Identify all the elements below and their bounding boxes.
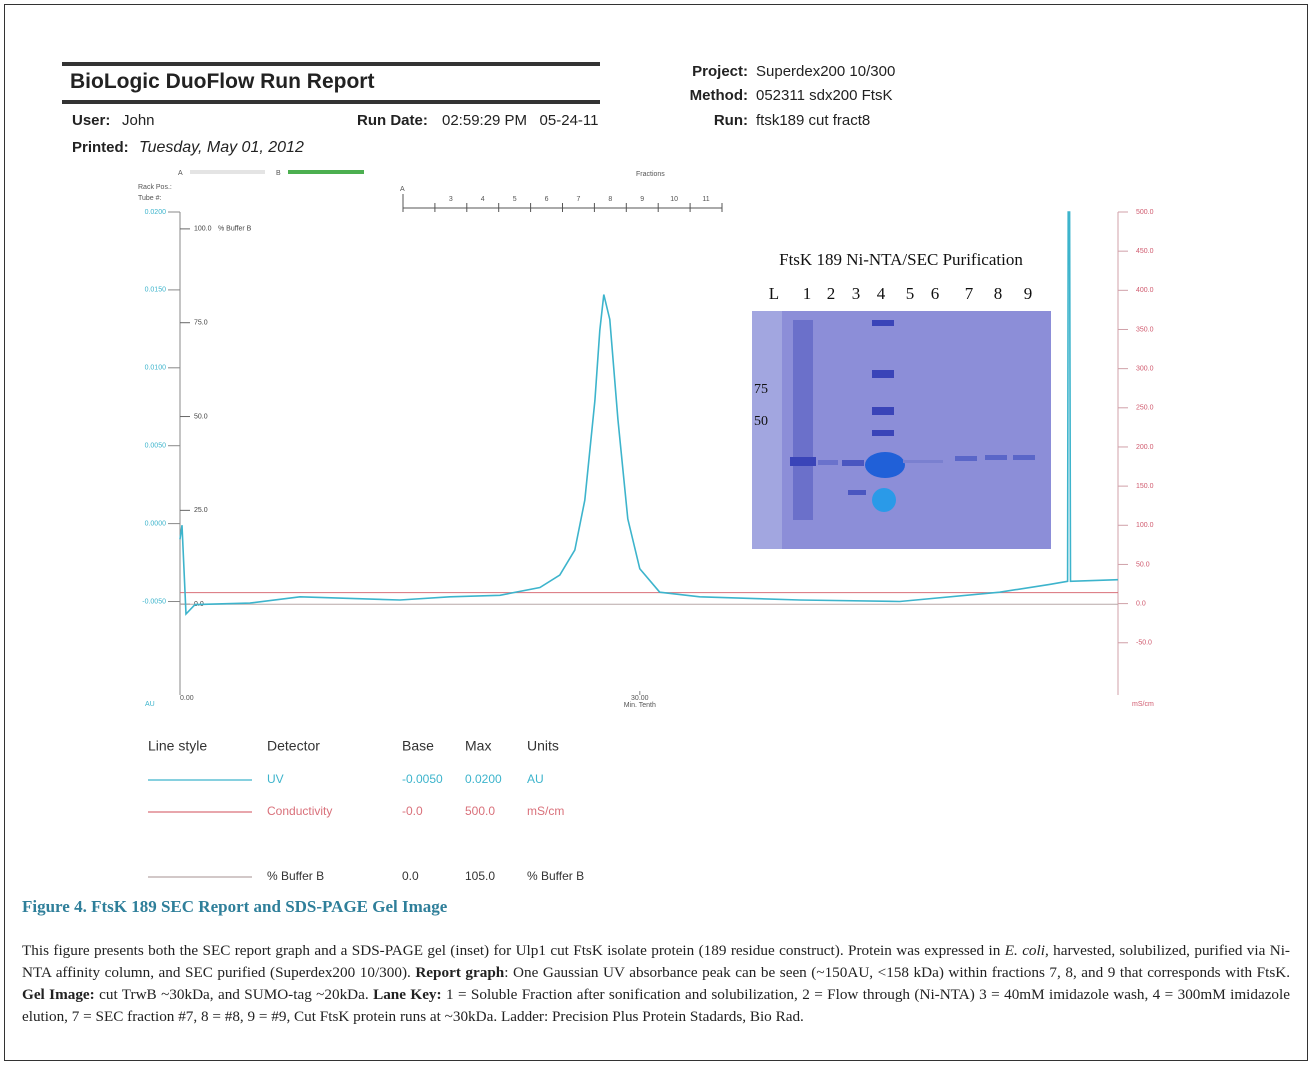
y-tick-label: 0.0000 (145, 520, 167, 527)
table-cell: 500.0 (465, 804, 495, 818)
caption-text: E. coli (1005, 942, 1045, 959)
y3-label: % Buffer B (218, 226, 252, 233)
fraction-label: 3 (449, 196, 453, 203)
gel-title: FtsK 189 Ni-NTA/SEC Purification (779, 250, 1023, 269)
x-tick-label: 0.00 (180, 695, 194, 702)
table-cell: 105.0 (465, 869, 495, 883)
fraction-label: 5 (513, 196, 517, 203)
y-tick-label: 0.0100 (145, 365, 167, 372)
gel-lane: 6 (931, 284, 940, 303)
caption-text: : One Gaussian UV absorbance peak can be… (504, 964, 1294, 981)
gel-lane: 3 (852, 284, 861, 303)
y2-tick-label: 300.0 (1136, 365, 1154, 372)
x-axis-label: Min. Tenth (624, 702, 656, 709)
table-header: Line style (148, 738, 207, 754)
gel-lane: 8 (994, 284, 1003, 303)
table-header: Base (402, 738, 434, 754)
y3-tick-label: 25.0 (194, 507, 208, 514)
table-detector: UV (267, 772, 284, 786)
table-cell: 0.0200 (465, 772, 502, 786)
y3-tick-label: 100.0 (194, 226, 212, 233)
gel-ladder-lane (752, 311, 782, 549)
y2-tick-label: 350.0 (1136, 326, 1154, 333)
table-detector: % Buffer B (267, 869, 324, 883)
y2-tick-label: 400.0 (1136, 287, 1154, 294)
table-cell: mS/cm (527, 804, 564, 818)
fraction-label: 4 (481, 196, 485, 203)
table-header: Units (527, 738, 559, 754)
rack-bar-a (190, 170, 265, 174)
y-axis-label: AU (145, 701, 155, 708)
fraction-label: 8 (608, 196, 612, 203)
y2-tick-label: 50.0 (1136, 561, 1150, 568)
gel-lane: 1 (803, 284, 812, 303)
gel-marker: 75 (754, 382, 768, 397)
x-tick-label: 30.00 (631, 695, 649, 702)
rack-a: A (178, 170, 183, 177)
y2-tick-label: 100.0 (1136, 522, 1154, 529)
y-tick-label: 0.0150 (145, 287, 167, 294)
page: BioLogic DuoFlow Run Report User: John R… (0, 0, 1314, 1067)
y3-tick-label: 75.0 (194, 320, 208, 327)
fractions-title: Fractions (636, 171, 665, 178)
rack-b: B (276, 170, 281, 177)
table-header: Max (465, 738, 491, 754)
table-cell: -0.0 (402, 804, 423, 818)
rack-label: Rack Pos.: (138, 184, 172, 191)
rack-bar-b (288, 170, 364, 174)
y2-tick-label: 450.0 (1136, 248, 1154, 255)
table-cell: -0.0050 (402, 772, 443, 786)
gel-lane: L (769, 284, 779, 303)
caption-text: Gel Image: (22, 986, 95, 1003)
table-cell: % Buffer B (527, 869, 584, 883)
tube-label: Tube #: (138, 195, 162, 202)
y-tick-label: -0.0050 (142, 598, 166, 605)
fraction-label: 6 (545, 196, 549, 203)
gel-lane: 7 (965, 284, 974, 303)
fraction-label: 10 (670, 196, 678, 203)
gel-lane: 2 (827, 284, 836, 303)
fraction-label: 11 (702, 196, 709, 203)
table-cell: 0.0 (402, 869, 419, 883)
caption-body: This figure presents both the SEC report… (22, 940, 1290, 1028)
fraction-start: A (400, 186, 405, 193)
y3-tick-label: 50.0 (194, 413, 208, 420)
caption-text: cut TrwB ~30kDa, and SUMO-tag ~20kDa. (95, 986, 373, 1003)
y2-tick-label: 0.0 (1136, 600, 1146, 607)
fraction-label: 7 (576, 196, 580, 203)
gel-lane: 4 (877, 284, 886, 303)
table-header: Detector (267, 738, 320, 754)
y2-tick-label: 250.0 (1136, 405, 1154, 412)
y2-tick-label: 200.0 (1136, 444, 1154, 451)
caption-text: This figure presents both the SEC report… (22, 942, 1005, 959)
caption-text: Report graph (415, 964, 504, 981)
y2-axis-label: mS/cm (1132, 701, 1154, 708)
table-detector: Conductivity (267, 804, 332, 818)
y2-tick-label: 500.0 (1136, 209, 1154, 216)
gel-lane: 5 (906, 284, 915, 303)
caption-text: Lane Key: (373, 986, 442, 1003)
table-cell: AU (527, 772, 544, 786)
y-tick-label: 0.0050 (145, 443, 167, 450)
caption-title: Figure 4. FtsK 189 SEC Report and SDS-PA… (22, 897, 447, 917)
gel-lane: 9 (1024, 284, 1033, 303)
fraction-label: 9 (640, 196, 644, 203)
y2-tick-label: 150.0 (1136, 483, 1154, 490)
y-tick-label: 0.0200 (145, 209, 167, 216)
y2-tick-label: -50.0 (1136, 640, 1152, 647)
gel-marker: 50 (754, 414, 768, 429)
